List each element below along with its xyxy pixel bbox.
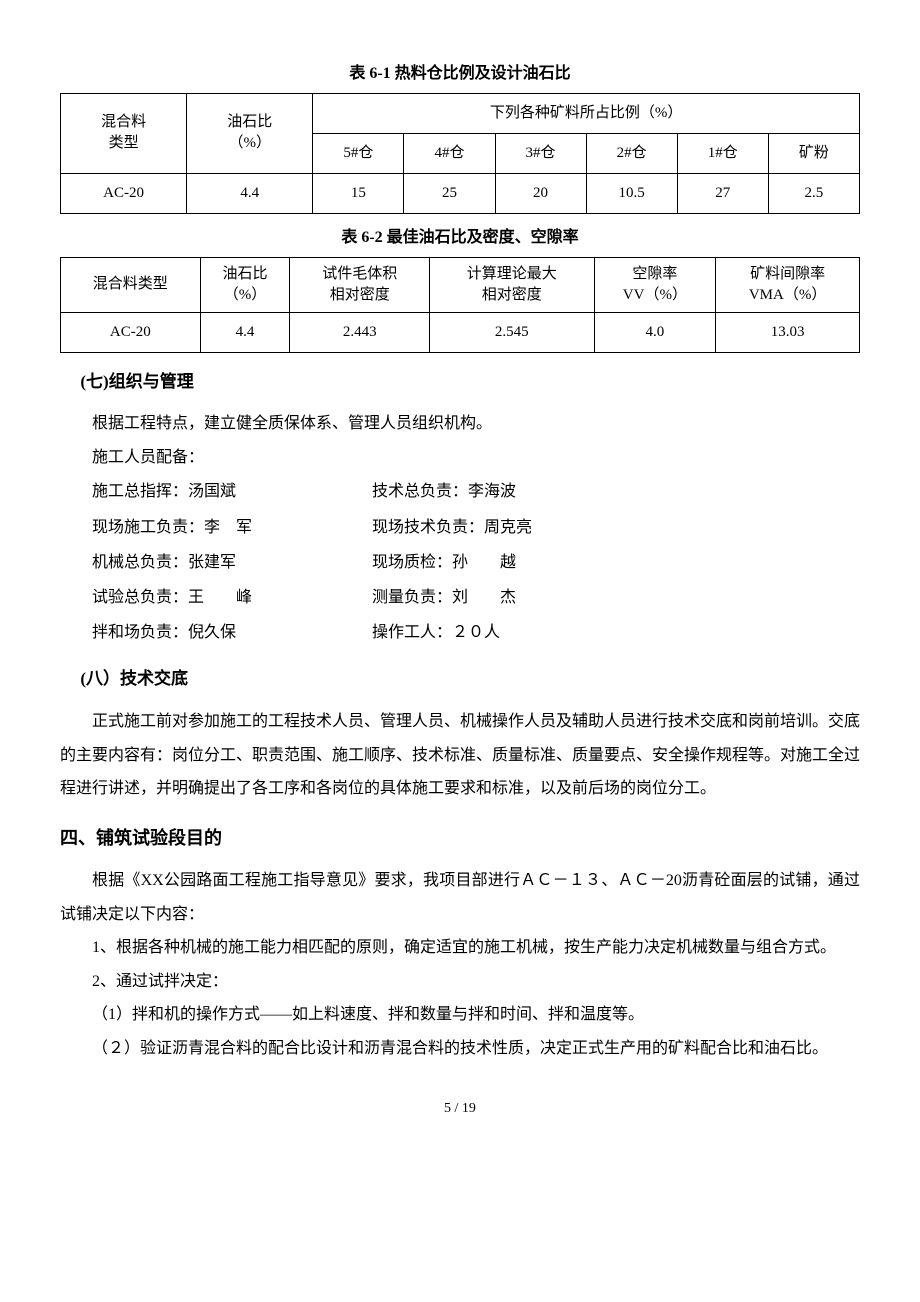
- t62-d-5: 13.03: [716, 312, 860, 352]
- personnel-right: 现场质检：孙 越: [372, 545, 860, 580]
- t62-h-5: 矿料间隙率VMA（%）: [716, 257, 860, 312]
- section-7-p2: 施工人员配备：: [60, 441, 860, 475]
- t62-h-2: 试件毛体积相对密度: [290, 257, 430, 312]
- t61-h-bin5: 5#仓: [313, 133, 404, 173]
- personnel-left: 施工总指挥：汤国斌: [92, 474, 372, 509]
- t62-h-4: 空隙率VV（%）: [594, 257, 716, 312]
- personnel-left: 机械总负责：张建军: [92, 545, 372, 580]
- personnel-left: 现场施工负责：李 军: [92, 510, 372, 545]
- table-6-1-title: 表 6-1 热料仓比例及设计油石比: [60, 60, 860, 89]
- section-8-heading: (八）技术交底: [60, 664, 860, 695]
- t61-d-0: AC-20: [61, 173, 187, 213]
- t62-h-0: 混合料类型: [61, 257, 201, 312]
- personnel-row: 拌和场负责：倪久保 操作工人：２０人: [60, 615, 860, 650]
- t61-d-5: 10.5: [586, 173, 677, 213]
- t62-d-3: 2.545: [430, 312, 595, 352]
- section-8-p1: 正式施工前对参加施工的工程技术人员、管理人员、机械操作人员及辅助人员进行技术交底…: [60, 705, 860, 806]
- section-4-p1: 根据《XX公园路面工程施工指导意见》要求，我项目部进行ＡＣ－１３、ＡＣ－20沥青…: [60, 864, 860, 931]
- t61-h-bin4: 4#仓: [404, 133, 495, 173]
- t62-d-2: 2.443: [290, 312, 430, 352]
- personnel-left: 拌和场负责：倪久保: [92, 615, 372, 650]
- table-6-1: 混合料类型 油石比（%） 下列各种矿料所占比例（%） 5#仓 4#仓 3#仓 2…: [60, 93, 860, 214]
- t61-h-mixtype: 混合料类型: [61, 93, 187, 173]
- personnel-row: 试验总负责：王 峰 测量负责：刘 杰: [60, 580, 860, 615]
- t61-h-oilratio: 油石比（%）: [187, 93, 313, 173]
- t61-h-proportions: 下列各种矿料所占比例（%）: [313, 93, 860, 133]
- t62-d-0: AC-20: [61, 312, 201, 352]
- t62-d-4: 4.0: [594, 312, 716, 352]
- t61-d-6: 27: [677, 173, 768, 213]
- section-7-heading: (七)组织与管理: [60, 367, 860, 398]
- section-4-p5: （２）验证沥青混合料的配合比设计和沥青混合料的技术性质，决定正式生产用的矿料配合…: [60, 1032, 860, 1066]
- t61-h-bin2: 2#仓: [586, 133, 677, 173]
- t62-d-1: 4.4: [200, 312, 290, 352]
- t61-d-2: 15: [313, 173, 404, 213]
- section-4-p3: 2、通过试拌决定：: [60, 965, 860, 999]
- table-6-2: 混合料类型 油石比（%） 试件毛体积相对密度 计算理论最大相对密度 空隙率VV（…: [60, 257, 860, 353]
- page-number: 5 / 19: [60, 1096, 860, 1121]
- section-4-p4: （1）拌和机的操作方式——如上料速度、拌和数量与拌和时间、拌和温度等。: [60, 998, 860, 1032]
- section-4-p2: 1、根据各种机械的施工能力相匹配的原则，确定适宜的施工机械，按生产能力决定机械数…: [60, 931, 860, 965]
- section-7-p1: 根据工程特点，建立健全质保体系、管理人员组织机构。: [60, 407, 860, 441]
- t61-h-bin3: 3#仓: [495, 133, 586, 173]
- personnel-list: 施工总指挥：汤国斌 技术总负责：李海波 现场施工负责：李 军 现场技术负责：周克…: [60, 474, 860, 650]
- t61-d-1: 4.4: [187, 173, 313, 213]
- t61-d-7: 2.5: [768, 173, 859, 213]
- section-4-heading: 四、铺筑试验段目的: [60, 822, 860, 854]
- t62-h-1: 油石比（%）: [200, 257, 290, 312]
- personnel-right: 操作工人：２０人: [372, 615, 860, 650]
- personnel-right: 技术总负责：李海波: [372, 474, 860, 509]
- personnel-right: 测量负责：刘 杰: [372, 580, 860, 615]
- personnel-right: 现场技术负责：周克亮: [372, 510, 860, 545]
- t61-d-4: 20: [495, 173, 586, 213]
- t61-d-3: 25: [404, 173, 495, 213]
- t61-h-powder: 矿粉: [768, 133, 859, 173]
- personnel-left: 试验总负责：王 峰: [92, 580, 372, 615]
- t62-h-3: 计算理论最大相对密度: [430, 257, 595, 312]
- table-6-2-title: 表 6-2 最佳油石比及密度、空隙率: [60, 224, 860, 253]
- t61-h-bin1: 1#仓: [677, 133, 768, 173]
- personnel-row: 现场施工负责：李 军 现场技术负责：周克亮: [60, 510, 860, 545]
- personnel-row: 机械总负责：张建军 现场质检：孙 越: [60, 545, 860, 580]
- personnel-row: 施工总指挥：汤国斌 技术总负责：李海波: [60, 474, 860, 509]
